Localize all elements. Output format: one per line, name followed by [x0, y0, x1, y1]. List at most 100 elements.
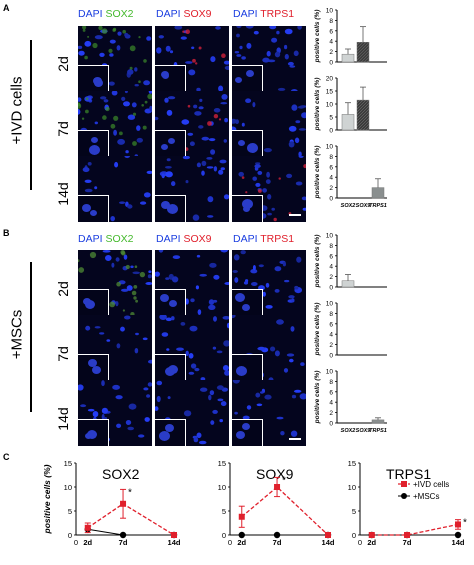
y-tick-label: 2	[329, 185, 333, 192]
inset-nucleus	[161, 201, 170, 209]
line-chart-sox9: 0 5 10 15 0 2d 7d 14d SOX9*	[218, 459, 335, 547]
micrograph-a-2d-col1	[78, 26, 152, 92]
inset-nucleus	[235, 77, 242, 83]
y-tick-label: 8	[329, 311, 333, 318]
y-tick-label: 5	[68, 507, 72, 516]
inset-nucleus	[168, 138, 175, 144]
bar-hatch	[365, 126, 370, 131]
point-ivd	[274, 484, 281, 490]
y-tick-label: 4	[329, 39, 333, 46]
chart-title: SOX2	[102, 466, 140, 482]
inset-nucleus	[236, 431, 245, 439]
x-tick-label: 0	[228, 538, 232, 547]
bar-hatch	[356, 114, 370, 128]
bar-hatch	[356, 45, 370, 58]
inset-zoom	[232, 289, 263, 316]
inset-zoom	[155, 354, 186, 381]
bar-trps1	[371, 419, 385, 424]
bar-chart-2d: 0 2 4 6 8 10 positive cells (%)	[314, 8, 387, 67]
x-tick-label: 7d	[403, 538, 412, 547]
bar-hatch	[367, 60, 370, 63]
legend-marker-ivd	[401, 481, 407, 487]
header-b-sox2: DAPI SOX2	[78, 233, 134, 245]
y-tick-label: 15	[218, 459, 226, 468]
bar-sox2	[341, 53, 355, 63]
header-a-sox9: DAPI SOX9	[156, 8, 212, 20]
y-tick-label: 10	[218, 483, 226, 492]
inset-zoom	[232, 130, 263, 157]
inset-zoom	[155, 65, 186, 92]
y-tick-label: 0	[329, 196, 333, 203]
y-tick-label: 10	[326, 369, 334, 376]
y-tick-label: 10	[326, 144, 334, 151]
significance-mark: *	[282, 475, 286, 486]
y-tick-label: 15	[348, 459, 356, 468]
inset-nucleus	[242, 423, 250, 430]
inset-nucleus	[94, 79, 103, 87]
bar-hatch	[361, 54, 370, 63]
y-tick-label: 2	[329, 274, 333, 281]
legend-label-mscs: +MSCs	[413, 492, 439, 501]
x-tick-label: 14d	[322, 538, 335, 547]
y-axis-label: positive cells (%)	[314, 146, 321, 200]
inset-nucleus	[91, 137, 98, 143]
inset-nucleus	[160, 294, 169, 302]
inset-nucleus	[168, 365, 178, 374]
header-b-trps1: DAPI TRPS1	[233, 233, 295, 245]
micrograph-b-14d-col1	[78, 380, 152, 446]
inset-zoom	[78, 354, 109, 381]
legend: +IVD cells +MSCs	[398, 480, 449, 501]
point-mscs	[238, 531, 245, 539]
x-tick-label: 0	[358, 538, 362, 547]
y-tick-label: 8	[329, 18, 333, 25]
x-tick-label: 0	[74, 538, 78, 547]
inset-nucleus	[165, 424, 174, 432]
x-tick-label: 2d	[237, 538, 246, 547]
point-ivd	[171, 532, 177, 538]
group-bracket-b	[30, 262, 32, 412]
inset-nucleus	[169, 300, 177, 307]
y-tick-label: 0	[329, 128, 333, 135]
bar-sox2	[341, 114, 355, 131]
bar-hatch	[356, 42, 370, 55]
inset-nucleus	[235, 293, 245, 302]
point-ivd	[404, 532, 411, 538]
inset-nucleus	[162, 73, 169, 79]
point-mscs	[119, 531, 127, 539]
x-tick-label: SOX9	[356, 203, 372, 209]
point-ivd	[325, 532, 331, 538]
y-tick-label: 5	[329, 115, 333, 122]
bar-trps1	[371, 187, 385, 199]
series-line-ivd	[241, 486, 329, 536]
y-tick-label: 0	[329, 60, 333, 67]
inset-zoom	[78, 419, 109, 446]
inset-nucleus	[167, 204, 178, 214]
micrograph-a-2d-col3	[232, 26, 306, 92]
inset-zoom	[232, 354, 263, 381]
y-tick-label: 6	[329, 389, 333, 396]
y-tick-label: 10	[326, 102, 334, 109]
inset-zoom	[232, 419, 263, 446]
point-ivd	[120, 500, 127, 507]
y-tick-label: 4	[329, 264, 333, 271]
micrograph-a-7d-col2	[155, 91, 229, 157]
line-charts-c: positive cells (%) 0 5 10 15 0 2d 7d 14d SOX2 * 0 5 1…	[0, 455, 474, 560]
y-tick-label: 4	[329, 332, 333, 339]
inset-nucleus	[90, 210, 97, 216]
bar-hatch	[356, 48, 370, 61]
y-tick-label: 0	[329, 285, 333, 292]
significance-mark: *	[128, 487, 132, 498]
chart-title: TRPS1	[386, 466, 431, 482]
significance-mark: *	[463, 518, 467, 529]
y-tick-label: 15	[64, 459, 72, 468]
bar-hatch	[356, 42, 367, 52]
micrograph-a-14d-col2	[155, 156, 229, 222]
x-tick-label: 7d	[273, 538, 282, 547]
scale-bar	[289, 214, 301, 216]
inset-nucleus	[243, 206, 250, 212]
inset-nucleus	[236, 366, 247, 376]
micrograph-a-2d-col2	[155, 26, 229, 92]
y-tick-label: 2	[329, 410, 333, 417]
bar-hatch	[356, 99, 370, 113]
inset-nucleus	[159, 431, 170, 441]
